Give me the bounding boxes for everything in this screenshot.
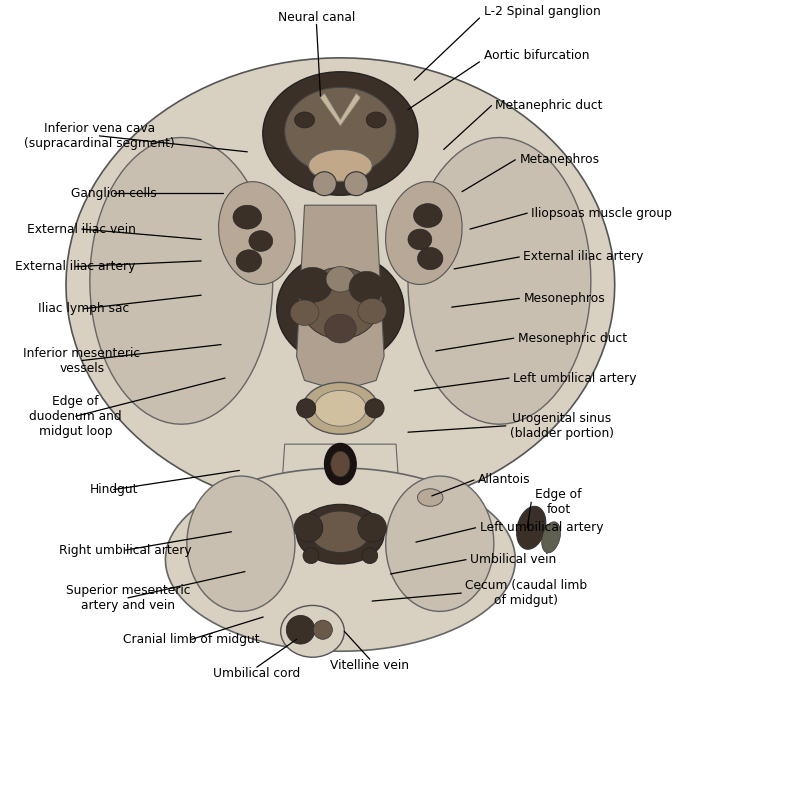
Ellipse shape xyxy=(303,382,378,434)
Text: Hindgut: Hindgut xyxy=(90,483,138,496)
Circle shape xyxy=(345,172,368,196)
Ellipse shape xyxy=(300,267,380,339)
Circle shape xyxy=(303,548,319,564)
Ellipse shape xyxy=(233,205,261,229)
Circle shape xyxy=(313,620,332,639)
Ellipse shape xyxy=(358,298,387,324)
PathPatch shape xyxy=(282,444,399,480)
Circle shape xyxy=(286,615,315,644)
Circle shape xyxy=(295,514,323,542)
Ellipse shape xyxy=(291,300,319,326)
Ellipse shape xyxy=(349,271,384,303)
Ellipse shape xyxy=(308,150,372,182)
Ellipse shape xyxy=(324,443,356,485)
Ellipse shape xyxy=(293,267,332,302)
Circle shape xyxy=(358,514,387,542)
Text: Metanephric duct: Metanephric duct xyxy=(495,99,603,112)
Ellipse shape xyxy=(324,314,356,343)
Text: Vitelline vein: Vitelline vein xyxy=(330,659,409,672)
Text: Umbilical vein: Umbilical vein xyxy=(470,553,556,566)
Ellipse shape xyxy=(366,112,386,128)
Circle shape xyxy=(312,172,337,196)
PathPatch shape xyxy=(320,94,360,126)
Text: External iliac artery: External iliac artery xyxy=(523,250,644,263)
Text: Umbilical cord: Umbilical cord xyxy=(213,667,300,680)
Text: Mesonephros: Mesonephros xyxy=(523,292,605,305)
Text: External iliac vein: External iliac vein xyxy=(27,222,136,235)
Text: Mesonephric duct: Mesonephric duct xyxy=(518,332,627,345)
Text: Inferior mesenteric
vessels: Inferior mesenteric vessels xyxy=(23,346,140,374)
PathPatch shape xyxy=(386,476,494,611)
Text: Left umbilical artery: Left umbilical artery xyxy=(513,371,637,385)
Text: External iliac artery: External iliac artery xyxy=(15,260,136,273)
Text: Iliac lymph sac: Iliac lymph sac xyxy=(38,302,129,315)
Ellipse shape xyxy=(311,511,370,553)
Ellipse shape xyxy=(417,489,443,506)
Text: Cranial limb of midgut: Cranial limb of midgut xyxy=(123,633,260,646)
Circle shape xyxy=(362,548,378,564)
PathPatch shape xyxy=(187,476,295,611)
Circle shape xyxy=(365,398,384,418)
Ellipse shape xyxy=(386,182,462,285)
Text: Aortic bifurcation: Aortic bifurcation xyxy=(483,49,589,62)
Ellipse shape xyxy=(263,72,418,195)
Text: Cecum (caudal limb
of midgut): Cecum (caudal limb of midgut) xyxy=(465,579,587,607)
PathPatch shape xyxy=(66,58,615,512)
Ellipse shape xyxy=(408,229,432,250)
Ellipse shape xyxy=(417,247,443,270)
Text: L-2 Spinal ganglion: L-2 Spinal ganglion xyxy=(483,5,600,18)
Text: Neural canal: Neural canal xyxy=(278,11,355,24)
Text: Inferior vena cava
(supracardinal segment): Inferior vena cava (supracardinal segmen… xyxy=(24,122,175,150)
PathPatch shape xyxy=(90,138,273,424)
Text: Urogenital sinus
(bladder portion): Urogenital sinus (bladder portion) xyxy=(510,412,614,440)
Text: Edge of
foot: Edge of foot xyxy=(535,488,582,516)
Ellipse shape xyxy=(297,504,384,564)
Ellipse shape xyxy=(331,451,350,477)
Ellipse shape xyxy=(315,390,366,426)
Text: Ganglion cells: Ganglion cells xyxy=(71,186,157,200)
Ellipse shape xyxy=(541,522,561,553)
Ellipse shape xyxy=(413,203,442,227)
Ellipse shape xyxy=(326,266,354,292)
Text: Metanephros: Metanephros xyxy=(519,154,600,166)
Circle shape xyxy=(297,398,316,418)
PathPatch shape xyxy=(297,205,384,390)
Ellipse shape xyxy=(249,230,273,251)
Ellipse shape xyxy=(277,253,404,365)
Ellipse shape xyxy=(295,112,315,128)
Text: Edge of
duodenum and
midgut loop: Edge of duodenum and midgut loop xyxy=(29,394,122,438)
PathPatch shape xyxy=(165,468,516,651)
Ellipse shape xyxy=(219,182,295,285)
Ellipse shape xyxy=(236,250,261,272)
Ellipse shape xyxy=(516,506,546,550)
PathPatch shape xyxy=(408,138,591,424)
Text: Allantois: Allantois xyxy=(478,474,530,486)
Text: Right umbilical artery: Right umbilical artery xyxy=(59,543,192,557)
Text: Iliopsoas muscle group: Iliopsoas muscle group xyxy=(531,206,672,220)
Text: Left umbilical artery: Left umbilical artery xyxy=(479,522,603,534)
Ellipse shape xyxy=(281,606,345,658)
Text: Superior mesenteric
artery and vein: Superior mesenteric artery and vein xyxy=(65,584,190,612)
Ellipse shape xyxy=(285,87,396,175)
